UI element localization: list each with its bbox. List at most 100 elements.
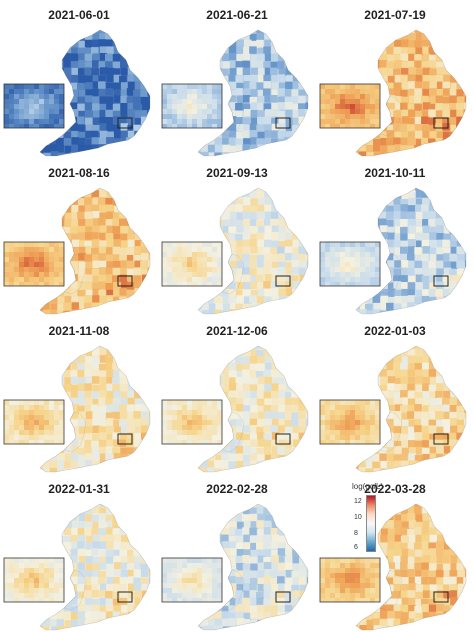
inset-frame bbox=[161, 83, 223, 129]
catchment-cell bbox=[85, 397, 93, 405]
catchment-cell bbox=[298, 412, 306, 420]
catchment-cell bbox=[134, 225, 143, 234]
catchment-cell bbox=[366, 346, 374, 350]
catchment-cell bbox=[236, 274, 245, 283]
catchment-cell bbox=[292, 348, 300, 356]
catchment-cell bbox=[235, 88, 243, 96]
catchment-cell bbox=[277, 563, 286, 571]
catchment-cell bbox=[387, 95, 396, 103]
catchment-cell bbox=[393, 240, 402, 248]
catchment-cell bbox=[456, 226, 465, 234]
catchment-cell bbox=[208, 384, 217, 393]
catchment-cell bbox=[229, 521, 237, 530]
catchment-cell bbox=[85, 246, 93, 254]
catchment-cell bbox=[305, 541, 308, 549]
catchment-cell bbox=[198, 225, 202, 233]
catchment-cell bbox=[147, 102, 150, 110]
catchment-cell bbox=[105, 204, 113, 212]
catchment-cell bbox=[221, 198, 230, 207]
catchment-cell bbox=[56, 346, 65, 350]
catchment-cell bbox=[291, 376, 299, 384]
catchment-cell bbox=[359, 288, 367, 297]
catchment-cell bbox=[71, 204, 80, 213]
catchment-cell bbox=[148, 507, 150, 515]
catchment-cell bbox=[77, 282, 86, 291]
catchment-cell bbox=[263, 576, 272, 584]
catchment-cell bbox=[140, 507, 149, 516]
catchment-cell bbox=[57, 188, 65, 192]
catchment-cell bbox=[133, 254, 141, 263]
catchment-cell bbox=[394, 598, 402, 607]
catchment-cell bbox=[77, 569, 86, 578]
catchment-cell bbox=[277, 507, 286, 516]
catchment-cell bbox=[421, 253, 429, 262]
catchment-cell bbox=[421, 467, 429, 472]
catchment-cell bbox=[78, 419, 86, 428]
catchment-cell bbox=[415, 240, 424, 249]
catchment-cell bbox=[64, 521, 73, 529]
catchment-cell bbox=[400, 145, 408, 153]
catchment-cell bbox=[99, 225, 108, 233]
catchment-cell bbox=[386, 411, 394, 419]
catchment-cell bbox=[77, 82, 85, 91]
catchment-cell bbox=[133, 376, 142, 384]
catchment-cell bbox=[147, 40, 150, 48]
catchment-cell bbox=[249, 33, 258, 42]
catchment-cell bbox=[456, 528, 464, 537]
england-map bbox=[319, 187, 467, 315]
catchment-cell bbox=[278, 461, 286, 470]
catchment-cell bbox=[285, 296, 294, 305]
catchment-cell bbox=[291, 254, 299, 262]
catchment-cell bbox=[85, 411, 94, 419]
catchment-cell bbox=[284, 349, 292, 357]
catchment-cell bbox=[243, 296, 252, 304]
catchment-cell bbox=[415, 384, 424, 393]
catchment-cell bbox=[394, 369, 402, 377]
catchment-cell bbox=[305, 218, 308, 226]
catchment-cell bbox=[450, 383, 458, 392]
catchment-cell bbox=[380, 555, 389, 564]
catchment-cell bbox=[435, 405, 443, 414]
catchment-cell bbox=[271, 549, 279, 558]
catchment-cell bbox=[277, 527, 285, 536]
catchment-cell bbox=[285, 33, 293, 42]
catchment-cell bbox=[414, 504, 422, 507]
catchment-cell bbox=[242, 309, 250, 314]
catchment-cell bbox=[456, 534, 464, 542]
catchment-cell bbox=[148, 590, 150, 599]
catchment-cell bbox=[85, 376, 94, 384]
catchment-cell bbox=[70, 281, 79, 289]
catchment-cell bbox=[92, 260, 100, 269]
catchment-cell bbox=[113, 453, 122, 461]
catchment-cell bbox=[277, 61, 285, 69]
catchment-cell bbox=[277, 151, 286, 156]
catchment-cell bbox=[415, 376, 424, 384]
catchment-cell bbox=[50, 39, 58, 48]
catchment-cell bbox=[198, 612, 203, 621]
catchment-cell bbox=[198, 454, 202, 462]
catchment-cell bbox=[271, 383, 279, 391]
catchment-cell bbox=[77, 562, 85, 571]
catchment-cell bbox=[57, 33, 66, 42]
catchment-cell bbox=[140, 577, 149, 586]
catchment-cell bbox=[464, 204, 466, 213]
catchment-cell bbox=[407, 289, 415, 297]
catchment-cell bbox=[63, 205, 71, 214]
catchment-cell bbox=[242, 67, 251, 76]
catchment-cell bbox=[306, 507, 308, 516]
catchment-cell bbox=[198, 467, 202, 472]
catchment-cell bbox=[112, 191, 121, 200]
catchment-cell bbox=[77, 346, 86, 350]
catchment-cell bbox=[201, 232, 210, 241]
catchment-cell bbox=[291, 96, 299, 104]
catchment-cell bbox=[387, 391, 395, 399]
catchment-cell bbox=[358, 226, 366, 234]
legend-tick-8: 8 bbox=[354, 530, 358, 537]
catchment-cell bbox=[421, 346, 430, 350]
catchment-cell bbox=[56, 370, 64, 378]
catchment-cell bbox=[443, 542, 452, 550]
panel-date: 2021-12-06 bbox=[206, 324, 268, 338]
catchment-cell bbox=[421, 541, 430, 549]
catchment-cell bbox=[120, 60, 128, 68]
catchment-cell bbox=[263, 590, 272, 599]
